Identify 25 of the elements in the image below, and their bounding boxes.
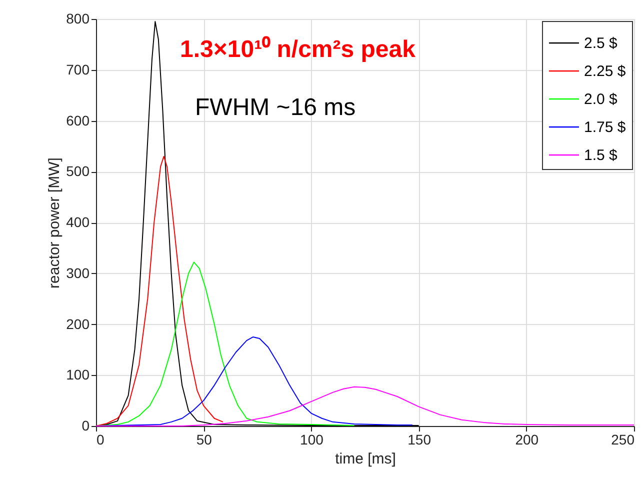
x-tick-label: 50 (196, 432, 212, 448)
legend-label: 2.5 $ (584, 35, 618, 52)
annotation: 1.3×10¹⁰ n/cm²s peak (180, 36, 416, 63)
legend-label: 2.25 $ (584, 63, 626, 80)
legend-label: 1.75 $ (584, 119, 626, 136)
x-tick-label: 200 (515, 432, 539, 448)
y-tick-label: 400 (66, 214, 90, 230)
y-tick-label: 700 (66, 61, 90, 78)
y-tick-label: 100 (66, 366, 90, 383)
y-tick-label: 800 (66, 10, 90, 26)
y-tick-label: 300 (66, 264, 90, 281)
x-axis-title: time [ms] (335, 450, 396, 468)
legend-label: 2.0 $ (584, 91, 618, 108)
y-tick-label: 0 (82, 418, 90, 434)
x-tick-label: 0 (96, 432, 104, 448)
annotation: FWHM ~16 ms (195, 94, 356, 121)
y-axis-title: reactor power [MW] (46, 158, 64, 288)
legend-label: 1.5 $ (584, 147, 618, 164)
y-tick-label: 600 (66, 112, 90, 128)
x-tick-label: 150 (408, 432, 432, 448)
line-series (96, 156, 224, 426)
y-tick-label: 200 (66, 316, 90, 332)
y-tick-label: 500 (66, 163, 90, 180)
x-tick-label: 100 (300, 432, 324, 448)
x-tick-label: 250 (611, 432, 635, 448)
